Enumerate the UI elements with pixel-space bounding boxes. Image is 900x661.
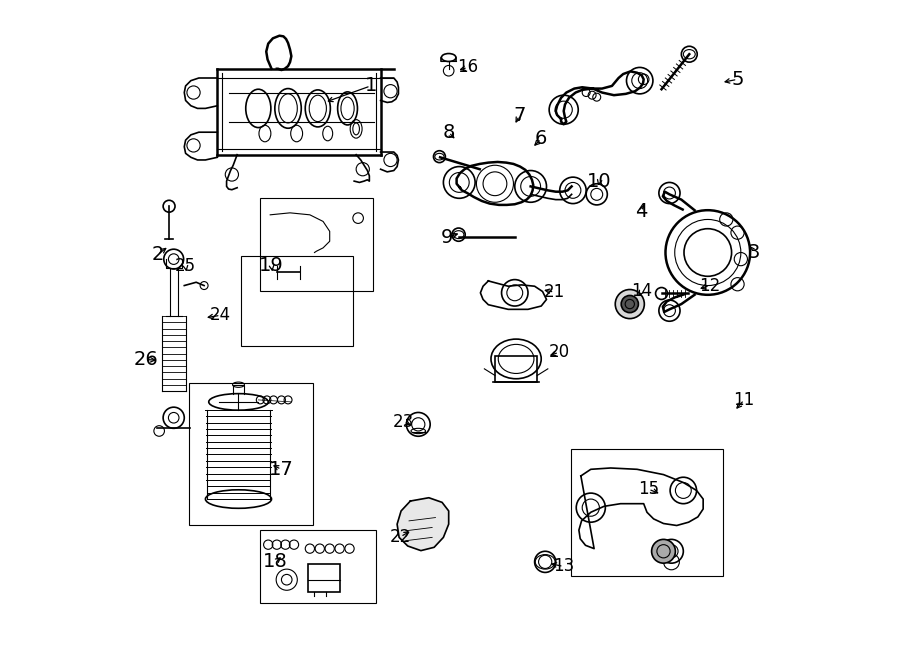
Bar (241, 256, 354, 346)
Text: 19: 19 (259, 256, 284, 275)
Text: 8: 8 (443, 123, 454, 141)
Text: 9: 9 (441, 228, 454, 247)
Bar (189, 383, 313, 525)
Text: 26: 26 (133, 350, 158, 369)
Text: 23: 23 (393, 412, 414, 431)
Text: 7: 7 (513, 106, 526, 125)
Text: 6: 6 (535, 130, 547, 148)
Text: 2: 2 (152, 245, 164, 264)
Text: 1: 1 (364, 77, 377, 95)
Text: 12: 12 (699, 276, 720, 295)
Text: 17: 17 (269, 460, 293, 479)
Text: 11: 11 (734, 391, 755, 409)
Polygon shape (397, 498, 449, 551)
Bar (260, 198, 373, 291)
Text: 13: 13 (554, 557, 574, 576)
Text: 21: 21 (544, 283, 565, 301)
Circle shape (621, 295, 638, 313)
Text: 5: 5 (732, 70, 743, 89)
Text: 3: 3 (748, 243, 760, 262)
Bar (260, 530, 376, 603)
Bar (495, 356, 537, 382)
Text: 16: 16 (457, 58, 479, 77)
Text: 14: 14 (631, 282, 652, 300)
Text: 22: 22 (390, 527, 411, 546)
Circle shape (616, 290, 644, 319)
Bar (308, 564, 339, 592)
Text: 24: 24 (210, 306, 231, 325)
Circle shape (652, 539, 675, 563)
Text: 4: 4 (635, 202, 648, 221)
Text: 25: 25 (175, 257, 196, 276)
Text: 18: 18 (263, 553, 288, 571)
Text: 15: 15 (638, 480, 659, 498)
Text: 20: 20 (548, 343, 570, 362)
Bar (571, 449, 723, 576)
Text: 10: 10 (587, 172, 612, 190)
